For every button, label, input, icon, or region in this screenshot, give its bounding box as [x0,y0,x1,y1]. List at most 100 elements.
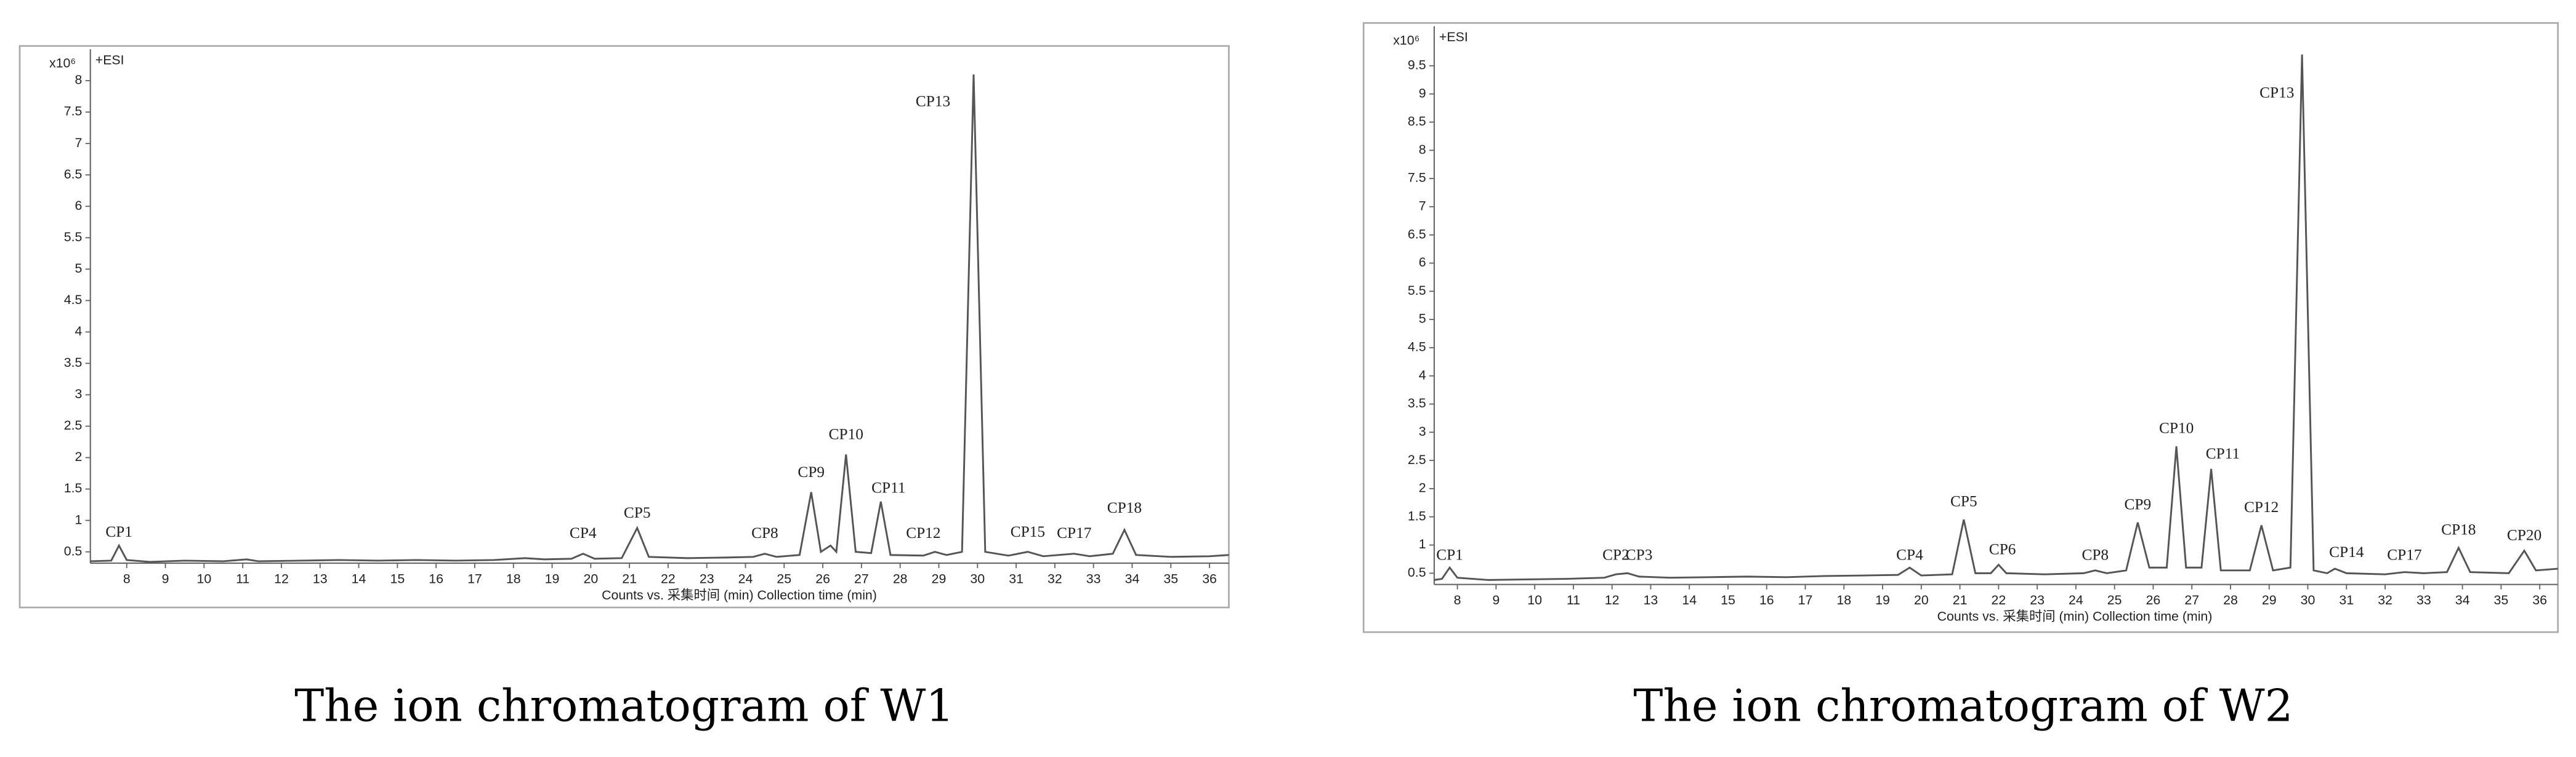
y-tick-label: 9 [1419,86,1426,100]
x-tick-label: 19 [545,571,560,586]
x-tick-label: 21 [1953,593,1968,607]
x-tick-label: 21 [622,571,637,586]
peak-label: CP4 [1896,547,1923,564]
peak-label: CP10 [829,426,863,443]
peak-label: CP8 [2081,547,2109,564]
x-tick-label: 30 [2301,593,2316,607]
peak-label: CP10 [2159,420,2194,437]
peak-label: CP5 [624,504,651,521]
y-tick-label: 6 [1419,255,1426,270]
y-unit: x10⁶ [49,56,76,71]
x-tick-label: 27 [2184,593,2199,607]
x-tick-label: 9 [1492,593,1500,607]
peak-label: CP12 [2244,499,2279,516]
x-tick-label: 8 [1454,593,1461,607]
x-tick-label: 25 [2107,593,2122,607]
x-tick-label: 34 [2455,593,2470,607]
peak-label: CP18 [2441,521,2476,538]
x-axis-label: Counts vs. 采集时间 (min) Collection time (m… [1937,609,2213,624]
y-tick-label: 1.5 [1408,508,1426,523]
peak-label: CP15 [1011,523,1045,540]
x-tick-label: 15 [1721,593,1735,607]
caption: The ion chromatogram of W2 [1633,679,2293,731]
x-tick-label: 35 [2493,593,2508,607]
y-tick-label: 7.5 [1408,170,1426,185]
x-tick-label: 35 [1163,571,1178,586]
y-tick-label: 7.5 [64,104,83,119]
y-tick-label: 5.5 [64,230,83,244]
x-tick-label: 8 [123,571,131,586]
x-tick-label: 29 [2262,593,2277,607]
x-tick-label: 36 [1202,571,1217,586]
peak-label: CP12 [906,524,940,542]
peak-label: CP6 [1989,541,2016,558]
y-tick-label: 1 [1419,537,1426,551]
x-tick-label: 24 [2069,593,2083,607]
x-tick-label: 23 [700,571,714,586]
peak-label: CP11 [871,479,905,496]
chart-frame [1362,22,2559,633]
y-tick-label: 6.5 [64,167,83,182]
x-tick-label: 24 [738,571,753,586]
peak-label: CP8 [751,524,778,542]
y-tick-label: 4.5 [64,292,83,307]
caption: The ion chromatogram of W1 [294,679,954,731]
y-tick-label: 0.5 [64,543,83,558]
x-tick-label: 29 [932,571,947,586]
peak-label: CP11 [2206,445,2240,462]
x-tick-label: 14 [1682,593,1697,607]
peak-label: CP18 [1107,499,1142,516]
y-tick-label: 9.5 [1408,57,1426,72]
x-tick-label: 26 [2146,593,2161,607]
y-tick-label: 2.5 [64,418,83,433]
ion-mode: +ESI [95,52,124,67]
peak-label: CP4 [570,524,597,542]
chart-frame [18,45,1230,609]
x-tick-label: 14 [352,571,366,586]
y-tick-label: 3.5 [1408,396,1426,411]
y-tick-label: 8.5 [1408,114,1426,129]
x-tick-label: 31 [1009,571,1024,586]
y-tick-label: 1.5 [64,481,83,495]
y-tick-label: 3 [75,387,83,401]
x-tick-label: 31 [2339,593,2354,607]
y-tick-label: 4.5 [1408,340,1426,354]
x-tick-label: 27 [854,571,869,586]
x-tick-label: 18 [1836,593,1851,607]
chromatogram-trace [90,74,1229,563]
x-tick-label: 15 [390,571,405,586]
x-tick-label: 18 [506,571,521,586]
y-tick-label: 3.5 [64,355,83,370]
y-tick-label: 5 [1419,311,1426,326]
y-tick-label: 0.5 [1408,565,1426,580]
x-tick-label: 34 [1125,571,1140,586]
y-tick-label: 7 [75,135,83,150]
peak-label: CP9 [797,463,825,481]
peak-label: CP1 [1436,547,1463,564]
x-tick-label: 30 [970,571,985,586]
x-tick-label: 20 [583,571,598,586]
x-tick-label: 32 [2378,593,2392,607]
x-tick-label: 23 [2030,593,2045,607]
x-tick-label: 10 [196,571,211,586]
y-tick-label: 5 [75,261,83,276]
peak-label: CP17 [2387,547,2421,564]
x-tick-label: 11 [236,571,249,586]
ion-mode: +ESI [1439,30,1468,44]
x-tick-label: 19 [1875,593,1890,607]
x-tick-label: 28 [2223,593,2238,607]
peak-label: CP3 [1626,547,1653,564]
x-tick-label: 12 [1605,593,1620,607]
peak-label: CP1 [105,523,132,540]
x-tick-label: 22 [1991,593,2006,607]
y-tick-label: 7 [1419,199,1426,214]
x-tick-label: 25 [777,571,791,586]
y-tick-label: 6 [75,198,83,213]
y-tick-label: 1 [75,512,83,527]
peak-label: CP13 [2259,84,2294,101]
y-tick-label: 2.5 [1408,452,1426,467]
y-tick-label: 3 [1419,424,1426,439]
x-tick-label: 32 [1048,571,1062,586]
y-tick-label: 6.5 [1408,226,1426,241]
